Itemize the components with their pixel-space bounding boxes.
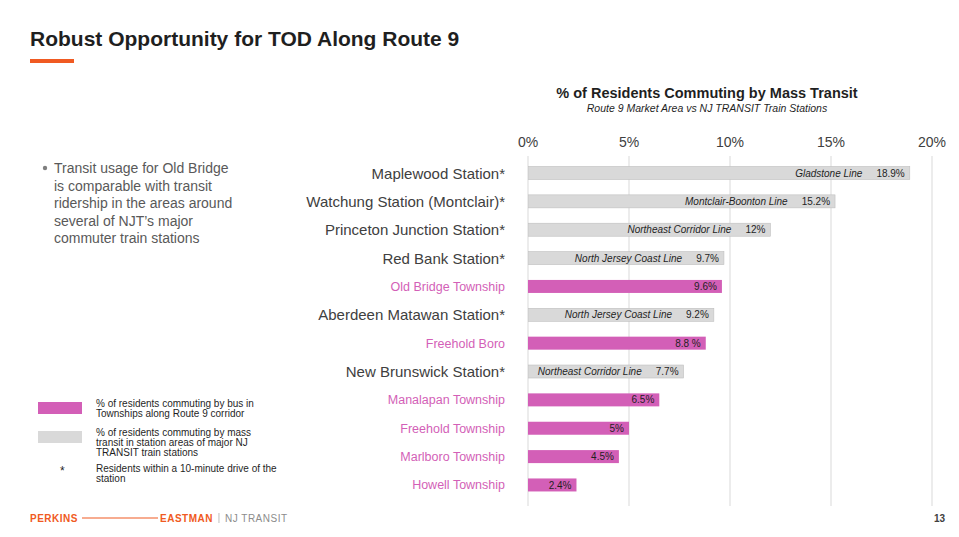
tick-label: 5% <box>619 134 639 150</box>
bar <box>528 308 714 321</box>
legend-entry: % of residents commuting by bus inTownsh… <box>96 398 254 419</box>
bar <box>528 223 770 236</box>
note-text: Residents within a 10-minute drive of th… <box>96 463 277 484</box>
data-label: 9.2% <box>686 309 709 320</box>
legend-entry: % of residents commuting by masstransit … <box>96 427 251 458</box>
bar <box>528 478 576 491</box>
tick-label: 0% <box>518 134 538 150</box>
grid-line <box>932 156 933 506</box>
data-label: 6.5% <box>632 394 655 405</box>
category-label: Freehold Boro <box>426 337 505 351</box>
line-name: Montclair-Boonton Line <box>685 196 788 207</box>
title-underline <box>30 59 74 63</box>
text-line: ridership in the areas around <box>54 195 232 211</box>
slide: Robust Opportunity for TOD Along Route 9… <box>0 0 959 537</box>
bar <box>528 450 619 463</box>
text-line: station <box>96 473 125 484</box>
footer: PERKINS EASTMAN NJ TRANSIT 13 <box>30 513 945 524</box>
text-line: several of NJT’s major <box>54 213 193 229</box>
bar <box>528 167 910 180</box>
grid-line <box>629 156 630 506</box>
footer-right: EASTMAN <box>160 513 213 524</box>
data-label: 2.4% <box>549 480 572 491</box>
data-label: 4.5% <box>591 451 614 462</box>
legend: % of residents commuting by bus inTownsh… <box>38 398 277 484</box>
data-label: 12% <box>745 224 765 235</box>
chart-subtitle: Route 9 Market Area vs NJ TRANSIT Train … <box>587 102 828 114</box>
category-label: New Brunswick Station* <box>346 363 505 380</box>
line-name: Northeast Corridor Line <box>627 224 731 235</box>
line-name: Gladstone Line <box>795 168 863 179</box>
tick-label: 15% <box>817 134 845 150</box>
data-label: 5% <box>610 423 625 434</box>
footer-separator <box>218 513 219 523</box>
bar <box>528 280 722 293</box>
data-label: 8.8 % <box>675 338 701 349</box>
footer-client: NJ TRANSIT <box>225 513 288 524</box>
category-label: Watchung Station (Montclair)* <box>306 193 505 210</box>
text-line: is comparable with transit <box>54 178 212 194</box>
data-label: 15.2% <box>802 196 830 207</box>
bullet-dot <box>43 166 47 170</box>
tick-label: 20% <box>918 134 946 150</box>
slide-title: Robust Opportunity for TOD Along Route 9 <box>30 27 459 50</box>
text-line: Townships along Route 9 corridor <box>96 408 245 419</box>
category-label: Aberdeen Matawan Station* <box>318 306 505 323</box>
category-label: Marlboro Township <box>400 450 505 464</box>
category-label: Manalapan Township <box>388 393 505 407</box>
grid-line <box>730 156 731 506</box>
bar <box>528 393 659 406</box>
bars <box>528 167 910 492</box>
data-label: 18.9% <box>876 168 904 179</box>
grid-line <box>831 156 832 506</box>
text-line: commuter train stations <box>54 230 200 246</box>
category-label: Maplewood Station* <box>372 165 506 182</box>
footer-left: PERKINS <box>30 513 78 524</box>
legend-swatch <box>38 431 82 443</box>
category-label: Howell Township <box>412 478 505 492</box>
bar <box>528 337 706 350</box>
data-label: 9.7% <box>696 253 719 264</box>
category-label: Freehold Township <box>400 422 505 436</box>
bar <box>528 195 835 208</box>
bar <box>528 365 684 378</box>
note-symbol: * <box>60 464 65 478</box>
category-label: Old Bridge Township <box>391 280 505 294</box>
labels: 18.9% Gladstone Line Maplewood Station* 15.… <box>306 165 905 493</box>
line-name: North Jersey Coast Line <box>565 309 673 320</box>
category-label: Red Bank Station* <box>382 250 505 267</box>
text-line: TRANSIT train stations <box>96 447 198 458</box>
chart-title: % of Residents Commuting by Mass Transit <box>556 85 857 101</box>
legend-swatch <box>38 402 82 414</box>
data-label: 9.6% <box>694 281 717 292</box>
bar <box>528 252 724 265</box>
line-name: North Jersey Coast Line <box>575 253 683 264</box>
footer-rule <box>82 517 158 518</box>
line-name: Northeast Corridor Line <box>538 366 642 377</box>
bullet-text: Transit usage for Old Bridge is comparabl… <box>54 160 232 246</box>
x-axis: 0% 5% 10% 15% 20% <box>518 134 946 506</box>
tick-label: 10% <box>716 134 744 150</box>
category-label: Princeton Junction Station* <box>325 221 505 238</box>
data-label: 7.7% <box>656 366 679 377</box>
text-line: Transit usage for Old Bridge <box>54 160 229 176</box>
page-number: 13 <box>934 513 946 524</box>
bar <box>528 422 629 435</box>
